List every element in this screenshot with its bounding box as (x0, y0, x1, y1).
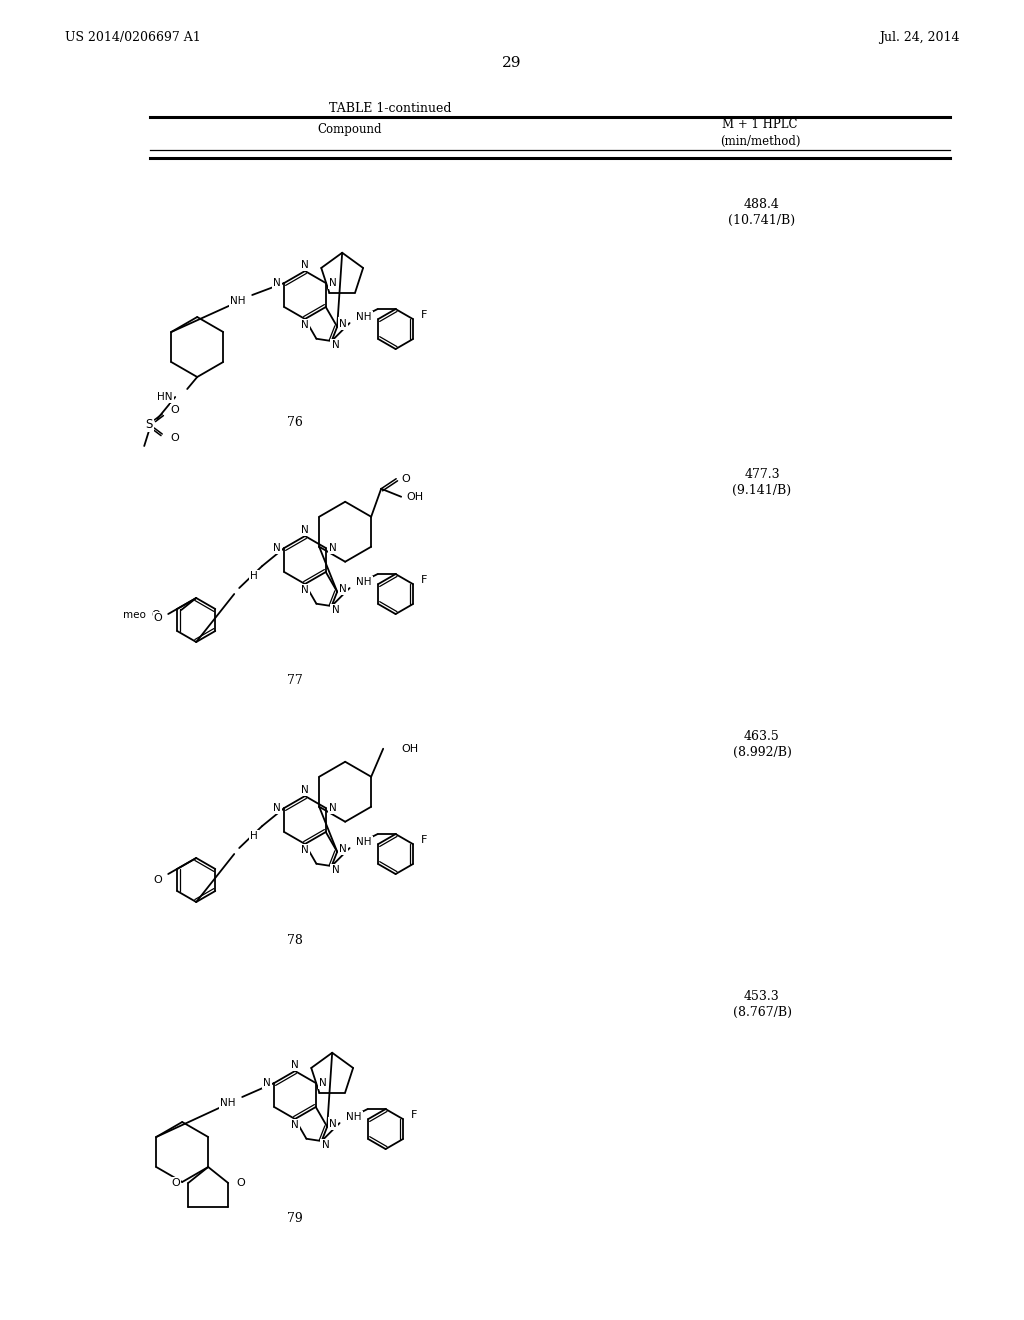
Text: N: N (273, 279, 282, 288)
Text: OH: OH (401, 743, 418, 754)
Text: N: N (322, 1140, 330, 1150)
Text: F: F (421, 836, 427, 845)
Text: N: N (291, 1119, 299, 1130)
Text: N: N (329, 803, 337, 813)
Text: 79: 79 (287, 1212, 303, 1225)
Text: N: N (273, 543, 282, 553)
Text: 77: 77 (287, 673, 303, 686)
Text: N: N (318, 1078, 327, 1088)
Text: N: N (339, 318, 347, 329)
Text: O: O (170, 405, 179, 414)
Text: N: N (329, 543, 337, 553)
Text: O: O (154, 875, 163, 884)
Text: Jul. 24, 2014: Jul. 24, 2014 (880, 32, 961, 45)
Text: H: H (250, 832, 258, 841)
Text: NH: NH (230, 296, 246, 306)
Text: N: N (301, 845, 309, 855)
Text: O: O (237, 1177, 245, 1188)
Text: F: F (411, 1110, 418, 1121)
Text: N: N (332, 865, 340, 875)
Text: 453.3: 453.3 (744, 990, 780, 1003)
Text: N: N (329, 279, 337, 288)
Text: 76: 76 (287, 416, 303, 429)
Text: TABLE 1-continued: TABLE 1-continued (329, 102, 452, 115)
Text: HN: HN (158, 392, 173, 403)
Text: N: N (330, 1119, 337, 1129)
Text: F: F (421, 310, 427, 319)
Text: NH: NH (346, 1111, 361, 1122)
Text: N: N (332, 341, 340, 350)
Text: N: N (339, 583, 347, 594)
Text: O: O (154, 612, 163, 623)
Text: 463.5: 463.5 (744, 730, 780, 743)
Text: O: O (401, 474, 410, 483)
Text: (8.992/B): (8.992/B) (732, 746, 792, 759)
Text: H: H (250, 572, 258, 581)
Text: N: N (332, 605, 340, 615)
Text: US 2014/0206697 A1: US 2014/0206697 A1 (65, 32, 201, 45)
Text: Compound: Compound (317, 124, 382, 136)
Text: O: O (152, 610, 161, 620)
Text: NH: NH (356, 837, 372, 847)
Text: N: N (291, 1060, 299, 1071)
Text: M + 1 HPLC: M + 1 HPLC (722, 117, 798, 131)
Text: NH: NH (356, 312, 372, 322)
Text: N: N (273, 803, 282, 813)
Text: meo: meo (123, 610, 145, 620)
Text: (min/method): (min/method) (720, 135, 800, 148)
Text: NH: NH (220, 1098, 236, 1107)
Text: O: O (170, 433, 179, 444)
Text: (8.767/B): (8.767/B) (732, 1006, 792, 1019)
Text: O: O (171, 1177, 180, 1188)
Text: N: N (301, 260, 309, 271)
Text: (10.741/B): (10.741/B) (728, 214, 796, 227)
Text: 488.4: 488.4 (744, 198, 780, 211)
Text: N: N (339, 843, 347, 854)
Text: N: N (263, 1078, 271, 1088)
Text: 477.3: 477.3 (744, 469, 780, 482)
Text: N: N (301, 785, 309, 795)
Text: F: F (421, 576, 427, 585)
Text: N: N (301, 585, 309, 595)
Text: N: N (301, 525, 309, 535)
Text: (9.141/B): (9.141/B) (732, 483, 792, 496)
Text: S: S (145, 417, 153, 430)
Text: N: N (301, 319, 309, 330)
Text: NH: NH (356, 577, 372, 587)
Text: 29: 29 (502, 55, 522, 70)
Text: OH: OH (407, 492, 423, 502)
Text: 78: 78 (287, 933, 303, 946)
